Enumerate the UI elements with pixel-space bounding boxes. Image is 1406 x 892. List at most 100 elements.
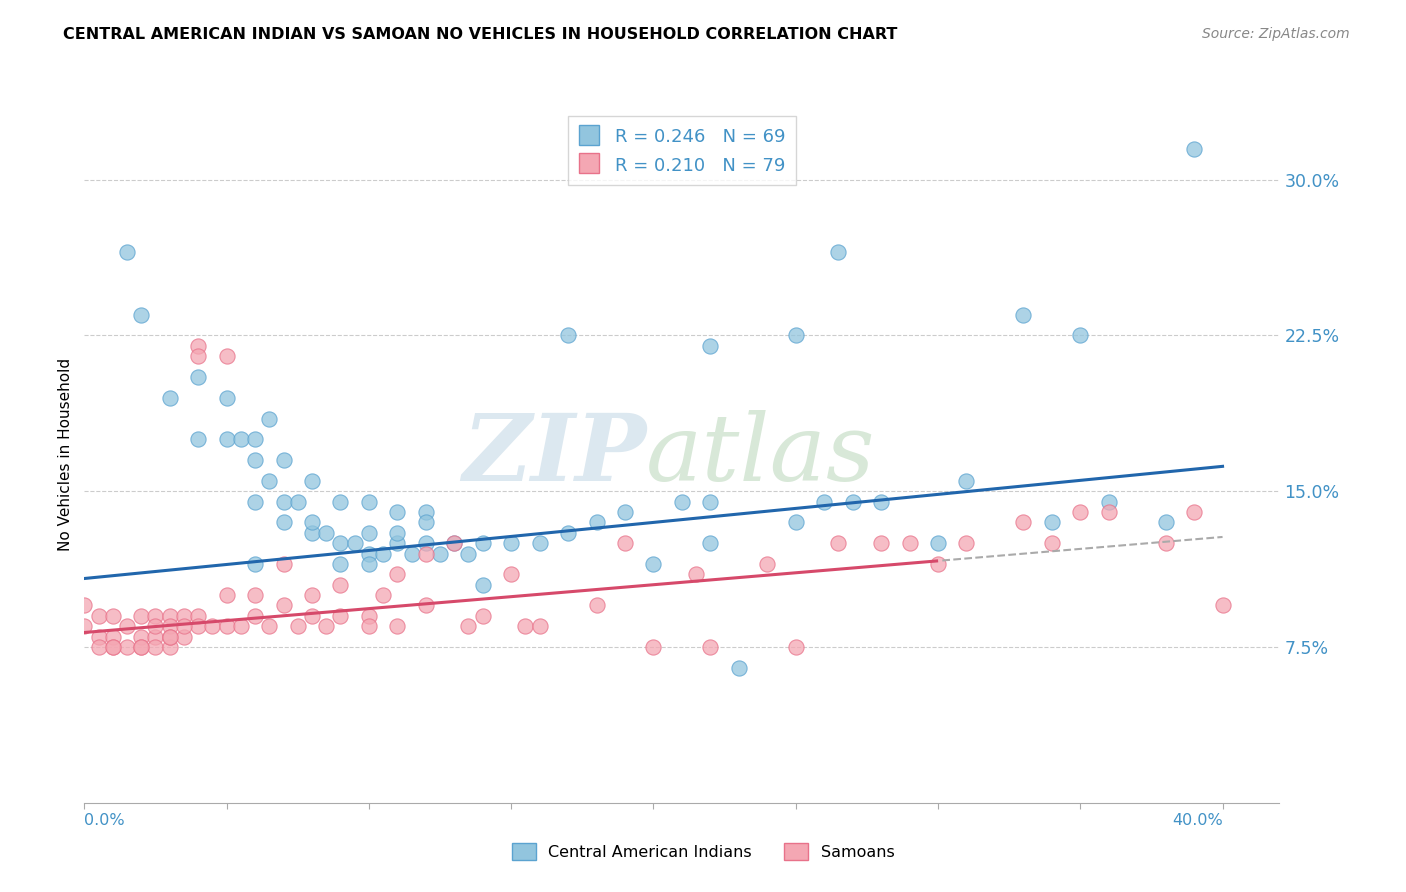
Point: [129, 630, 152, 644]
Point: [785, 640, 807, 654]
Point: [357, 619, 380, 633]
Point: [387, 567, 409, 582]
Point: [159, 619, 181, 633]
Point: [159, 640, 181, 654]
Point: [259, 411, 281, 425]
Point: [415, 505, 437, 519]
Point: [329, 536, 352, 550]
Legend: Central American Indians, Samoans: Central American Indians, Samoans: [505, 837, 901, 866]
Point: [671, 494, 693, 508]
Point: [1069, 505, 1091, 519]
Point: [415, 536, 437, 550]
Point: [87, 640, 110, 654]
Point: [870, 494, 893, 508]
Point: [287, 494, 309, 508]
Point: [357, 608, 380, 623]
Point: [357, 557, 380, 571]
Point: [273, 516, 295, 530]
Point: [415, 516, 437, 530]
Point: [101, 608, 124, 623]
Point: [529, 536, 551, 550]
Point: [870, 536, 893, 550]
Point: [373, 588, 395, 602]
Point: [699, 536, 721, 550]
Point: [1098, 505, 1121, 519]
Point: [273, 557, 295, 571]
Point: [1040, 536, 1063, 550]
Point: [145, 619, 167, 633]
Point: [756, 557, 779, 571]
Text: ZIP: ZIP: [461, 410, 647, 500]
Point: [129, 640, 152, 654]
Text: CENTRAL AMERICAN INDIAN VS SAMOAN NO VEHICLES IN HOUSEHOLD CORRELATION CHART: CENTRAL AMERICAN INDIAN VS SAMOAN NO VEH…: [63, 27, 897, 42]
Text: Source: ZipAtlas.com: Source: ZipAtlas.com: [1202, 27, 1350, 41]
Point: [243, 608, 266, 623]
Point: [329, 608, 352, 623]
Point: [243, 557, 266, 571]
Point: [301, 516, 323, 530]
Point: [173, 630, 195, 644]
Point: [287, 619, 309, 633]
Point: [87, 630, 110, 644]
Point: [841, 494, 863, 508]
Point: [215, 619, 238, 633]
Point: [501, 567, 523, 582]
Point: [115, 245, 138, 260]
Point: [145, 608, 167, 623]
Point: [1098, 494, 1121, 508]
Point: [187, 370, 209, 384]
Point: [145, 630, 167, 644]
Point: [301, 525, 323, 540]
Point: [813, 494, 835, 508]
Point: [301, 474, 323, 488]
Point: [373, 547, 395, 561]
Point: [387, 536, 409, 550]
Point: [357, 525, 380, 540]
Point: [415, 599, 437, 613]
Text: 0.0%: 0.0%: [84, 814, 125, 829]
Point: [1154, 516, 1177, 530]
Point: [101, 640, 124, 654]
Point: [187, 433, 209, 447]
Point: [1040, 516, 1063, 530]
Legend: R = 0.246   N = 69, R = 0.210   N = 79: R = 0.246 N = 69, R = 0.210 N = 79: [568, 116, 796, 186]
Point: [343, 536, 366, 550]
Point: [159, 608, 181, 623]
Point: [145, 640, 167, 654]
Y-axis label: No Vehicles in Household: No Vehicles in Household: [58, 359, 73, 551]
Point: [73, 619, 96, 633]
Point: [129, 608, 152, 623]
Point: [115, 619, 138, 633]
Point: [129, 308, 152, 322]
Point: [529, 619, 551, 633]
Point: [955, 474, 977, 488]
Point: [301, 608, 323, 623]
Point: [387, 525, 409, 540]
Point: [1012, 308, 1035, 322]
Point: [585, 599, 607, 613]
Point: [643, 640, 665, 654]
Point: [515, 619, 537, 633]
Point: [557, 525, 579, 540]
Point: [785, 328, 807, 343]
Point: [173, 619, 195, 633]
Point: [243, 494, 266, 508]
Point: [415, 547, 437, 561]
Point: [699, 494, 721, 508]
Point: [643, 557, 665, 571]
Point: [115, 640, 138, 654]
Point: [187, 608, 209, 623]
Point: [187, 349, 209, 363]
Point: [827, 536, 849, 550]
Point: [159, 630, 181, 644]
Point: [471, 578, 494, 592]
Point: [471, 536, 494, 550]
Point: [273, 494, 295, 508]
Point: [457, 619, 479, 633]
Point: [1182, 505, 1205, 519]
Point: [1212, 599, 1234, 613]
Point: [471, 608, 494, 623]
Point: [329, 557, 352, 571]
Point: [273, 453, 295, 467]
Point: [727, 661, 749, 675]
